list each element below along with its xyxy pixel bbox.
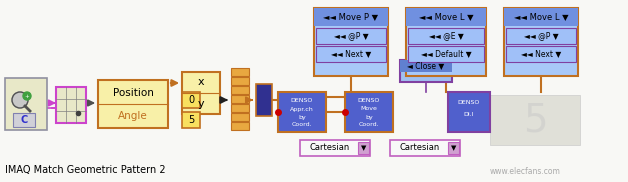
Bar <box>5 78 47 130</box>
Text: Position: Position <box>112 88 153 98</box>
Bar <box>490 95 580 145</box>
Bar <box>504 8 578 76</box>
Text: Move: Move <box>360 106 377 112</box>
Text: Dl.I: Dl.I <box>463 112 474 116</box>
Bar <box>231 95 249 103</box>
Bar <box>390 140 460 156</box>
Circle shape <box>23 92 31 100</box>
Bar <box>182 112 200 128</box>
Text: by: by <box>298 114 306 120</box>
Text: x: x <box>198 77 204 87</box>
Text: www.elecfans.com: www.elecfans.com <box>490 167 561 177</box>
Text: ◄◄ @P ▼: ◄◄ @P ▼ <box>524 31 558 41</box>
Bar <box>231 86 249 94</box>
Bar <box>506 46 576 62</box>
Text: ◄◄ @E ▼: ◄◄ @E ▼ <box>429 31 463 41</box>
Bar <box>182 92 200 108</box>
Bar <box>300 140 370 156</box>
Text: ◄◄ Move L ▼: ◄◄ Move L ▼ <box>419 13 474 21</box>
Text: ▼: ▼ <box>361 145 367 151</box>
Bar <box>316 28 386 44</box>
Bar <box>256 84 272 116</box>
Bar <box>231 68 249 76</box>
Text: DENSO: DENSO <box>458 100 480 104</box>
Bar <box>98 80 168 128</box>
Text: Cartesian: Cartesian <box>399 143 440 153</box>
Bar <box>506 28 576 44</box>
Bar <box>182 72 220 114</box>
Bar <box>13 113 35 127</box>
Bar <box>231 113 249 121</box>
Text: 5: 5 <box>522 101 548 139</box>
Bar <box>504 8 578 26</box>
Text: 0: 0 <box>188 95 194 105</box>
Text: Coord.: Coord. <box>359 122 379 128</box>
Text: DENSO: DENSO <box>291 98 313 102</box>
Bar <box>278 92 326 132</box>
Circle shape <box>12 92 28 108</box>
Bar <box>231 122 249 130</box>
Bar <box>358 142 369 154</box>
Bar <box>448 142 459 154</box>
Text: y: y <box>198 99 204 109</box>
Text: Angle: Angle <box>118 111 148 121</box>
Bar <box>314 8 388 26</box>
Text: 5: 5 <box>188 115 194 125</box>
Text: ◄◄ Default ▼: ◄◄ Default ▼ <box>421 50 471 58</box>
Bar <box>231 104 249 112</box>
Bar <box>56 87 86 123</box>
Bar <box>316 46 386 62</box>
Bar <box>345 92 393 132</box>
Text: ◄◄ Next ▼: ◄◄ Next ▼ <box>331 50 371 58</box>
Bar <box>400 60 452 82</box>
Bar <box>0 153 628 182</box>
Text: ◄◄ Move P ▼: ◄◄ Move P ▼ <box>323 13 379 21</box>
Bar <box>400 60 452 72</box>
Text: ◄◄ Move L ▼: ◄◄ Move L ▼ <box>514 13 568 21</box>
Text: by: by <box>365 114 373 120</box>
Bar <box>408 28 484 44</box>
Text: +: + <box>24 94 30 98</box>
Text: ◄◄ @P ▼: ◄◄ @P ▼ <box>333 31 368 41</box>
Text: Cartesian: Cartesian <box>309 143 350 153</box>
Text: Appr.ch: Appr.ch <box>290 106 314 112</box>
Bar <box>231 77 249 85</box>
Text: C: C <box>20 115 28 125</box>
Text: ◄ Close ▼: ◄ Close ▼ <box>408 62 445 70</box>
Bar <box>406 8 486 26</box>
Bar <box>314 8 388 76</box>
Bar <box>448 92 490 132</box>
Text: IMAQ Match Geometric Pattern 2: IMAQ Match Geometric Pattern 2 <box>5 165 166 175</box>
Bar <box>408 46 484 62</box>
Bar <box>406 8 486 76</box>
Text: DENSO: DENSO <box>358 98 380 102</box>
Text: ◄◄ Next ▼: ◄◄ Next ▼ <box>521 50 561 58</box>
Text: ▼: ▼ <box>452 145 457 151</box>
Text: Coord.: Coord. <box>291 122 312 128</box>
